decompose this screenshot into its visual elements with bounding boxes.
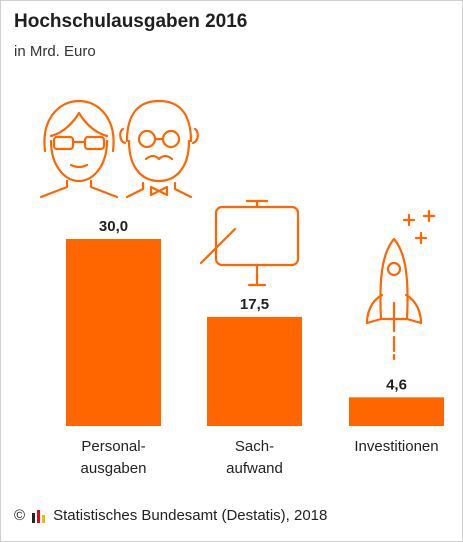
value-label-2: 4,6 — [386, 376, 407, 393]
value-label-1: 17,5 — [240, 296, 269, 313]
category-label-0-0: Personal- — [81, 438, 145, 455]
destatis-logo-icon — [32, 509, 46, 523]
presentation-board-icon — [199, 199, 300, 287]
footer: © Statistisches Bundesamt (Destatis), 20… — [14, 507, 327, 524]
copyright-symbol: © — [14, 507, 26, 524]
bar-1 — [207, 316, 302, 426]
rocket-icon — [365, 209, 436, 361]
value-label-0: 30,0 — [99, 218, 128, 235]
bar-0 — [66, 239, 161, 426]
bars-layer: 30,0 Personal-ausgaben 17,5 Sach-aufwand 4,6… — [66, 218, 444, 477]
chart-title: Hochschulausgaben 2016 — [14, 11, 248, 32]
category-label-1-0: Sach- — [235, 438, 274, 455]
source-text: Statistisches Bundesamt (Destatis), 2018 — [53, 507, 328, 524]
bar-2 — [349, 397, 444, 426]
chart-subtitle: in Mrd. Euro — [14, 43, 96, 60]
people-icon — [39, 99, 199, 199]
category-label-0-1: ausgaben — [81, 460, 147, 477]
category-label-2-0: Investitionen — [354, 438, 438, 455]
category-label-1-1: aufwand — [226, 460, 283, 477]
